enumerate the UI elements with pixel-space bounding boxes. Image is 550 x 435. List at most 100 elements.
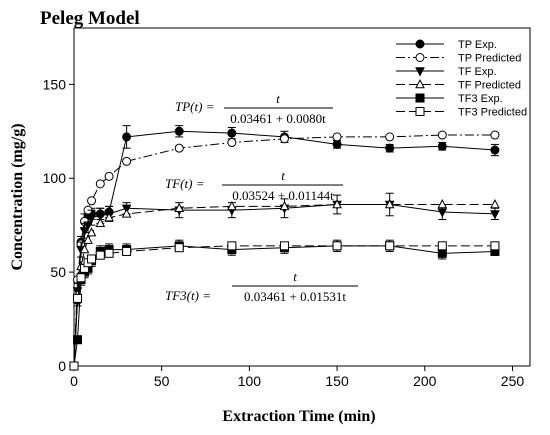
data-point — [79, 244, 90, 254]
equation-tp-numerator: t — [276, 91, 280, 106]
data-point — [104, 171, 114, 181]
x-tick-label: 100 — [238, 373, 262, 389]
y-axis-title: Concentration (mg/g) — [9, 123, 26, 270]
legend-entry: TF3 Exp. — [396, 93, 503, 105]
data-point — [121, 208, 132, 218]
legend-label: TF Exp. — [458, 66, 497, 78]
legend-label: TF3 Predicted — [458, 107, 527, 119]
data-point — [73, 335, 83, 345]
series-1 — [69, 130, 500, 371]
data-point — [437, 248, 447, 258]
x-tick-label: 200 — [413, 373, 437, 389]
chart-title: Peleg Model — [40, 8, 140, 29]
legend-marker — [415, 79, 425, 89]
legend-marker — [415, 67, 425, 77]
data-point — [385, 241, 395, 251]
x-tick-label: 250 — [501, 373, 525, 389]
data-point — [490, 130, 500, 140]
plot-frame — [73, 27, 531, 367]
equation-tf3-denominator: 0.03461 + 0.01531t — [244, 289, 346, 304]
data-point — [437, 241, 447, 251]
data-point — [83, 234, 93, 244]
data-point — [174, 202, 185, 212]
equation-tf3-numerator: t — [293, 269, 297, 284]
legend-label: TF Predicted — [458, 80, 521, 92]
data-point — [279, 200, 290, 211]
data-point — [227, 128, 237, 138]
data-point — [490, 210, 500, 220]
data-point — [227, 200, 237, 211]
legend-marker — [415, 53, 425, 62]
data-point — [87, 196, 97, 206]
legend-marker — [415, 93, 425, 103]
data-point — [86, 227, 97, 237]
data-point — [332, 241, 342, 251]
series-line — [73, 245, 495, 367]
data-point — [437, 141, 447, 151]
data-point — [279, 241, 289, 251]
equation-tf3-lhs: TF3(t) = — [165, 288, 211, 303]
data-point — [279, 134, 289, 144]
equation-tf-numerator: t — [281, 168, 285, 183]
legend-entry: TF Exp. — [396, 66, 497, 78]
plot-area-border — [73, 27, 531, 367]
data-point — [332, 139, 342, 149]
x-tick-label: 50 — [154, 373, 170, 389]
equation-tp-denominator: 0.03461 + 0.0080t — [230, 111, 326, 126]
data-point — [122, 132, 132, 142]
legend-entry: TP Exp. — [396, 39, 497, 51]
legend-marker — [415, 107, 425, 116]
data-point — [437, 208, 448, 218]
legend-label: TF3 Exp. — [458, 93, 503, 105]
legend-entry: TP Predicted — [396, 53, 521, 65]
data-point — [122, 246, 132, 256]
data-point — [83, 221, 93, 231]
data-point — [95, 217, 106, 227]
series-3 — [69, 199, 500, 370]
data-point — [104, 212, 114, 222]
equation-tf: TF(t) = t 0.03524 + 0.01144t — [165, 168, 343, 203]
data-point — [76, 273, 86, 283]
data-point — [73, 293, 83, 303]
legend-marker — [415, 39, 425, 49]
data-point — [490, 199, 500, 209]
legend-label: TP Exp. — [458, 39, 497, 51]
y-tick-label: 0 — [58, 358, 66, 374]
data-point — [95, 250, 105, 260]
data-point — [332, 132, 342, 142]
data-point — [227, 241, 237, 251]
data-point — [437, 199, 448, 209]
data-point — [385, 132, 395, 142]
equation-tf-denominator: 0.03524 + 0.01144t — [232, 188, 334, 203]
equation-tf3: TF3(t) = t 0.03461 + 0.01531t — [165, 269, 358, 304]
x-axis-title: Extraction Time (min) — [222, 408, 375, 425]
equation-tf-lhs: TF(t) = — [165, 176, 204, 191]
legend-entry: TF3 Predicted — [396, 107, 527, 119]
data-point — [122, 156, 132, 166]
legend-entry: TF Predicted — [396, 79, 521, 92]
data-point — [174, 126, 184, 136]
data-point — [385, 143, 395, 153]
x-axis: 0 50 100 150 200 250 — [70, 366, 524, 389]
series-line — [73, 245, 495, 367]
series-4 — [69, 239, 500, 371]
y-tick-label: 150 — [43, 76, 67, 92]
data-point — [86, 213, 97, 224]
data-point — [87, 254, 97, 264]
data-point — [79, 227, 90, 237]
series-line — [73, 204, 495, 367]
series-2 — [69, 192, 500, 372]
data-point — [69, 361, 79, 371]
data-point — [227, 138, 237, 148]
series-line — [73, 204, 495, 367]
data-point — [490, 145, 500, 155]
data-point — [95, 179, 105, 189]
equation-tp: TP(t) = t 0.03461 + 0.0080t — [175, 91, 333, 126]
x-tick-label: 150 — [325, 373, 349, 389]
series-layer — [69, 125, 500, 372]
y-tick-label: 100 — [43, 170, 67, 186]
data-point — [104, 248, 114, 258]
data-point — [95, 212, 106, 222]
series-line — [73, 134, 495, 367]
